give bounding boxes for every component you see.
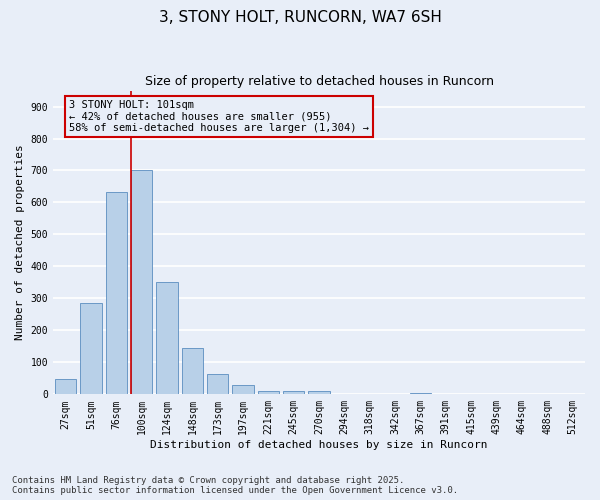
Text: Contains HM Land Registry data © Crown copyright and database right 2025.
Contai: Contains HM Land Registry data © Crown c… (12, 476, 458, 495)
Bar (156, 282, 178, 395)
Title: Size of property relative to detached houses in Runcorn: Size of property relative to detached ho… (145, 75, 494, 88)
Bar (182, 348, 203, 395)
Text: 3 STONY HOLT: 101sqm
← 42% of detached houses are smaller (955)
58% of semi-deta: 3 STONY HOLT: 101sqm ← 42% of detached h… (69, 100, 369, 133)
Bar (308, 391, 330, 394)
Bar (232, 384, 254, 394)
Y-axis label: Number of detached properties: Number of detached properties (15, 144, 25, 340)
Bar (80, 303, 102, 394)
Bar (106, 192, 127, 394)
Bar (207, 374, 229, 394)
Bar (55, 380, 76, 394)
Bar (257, 391, 279, 394)
Bar (283, 391, 304, 394)
Text: 3, STONY HOLT, RUNCORN, WA7 6SH: 3, STONY HOLT, RUNCORN, WA7 6SH (158, 10, 442, 25)
Bar (410, 392, 431, 394)
Bar (131, 170, 152, 394)
X-axis label: Distribution of detached houses by size in Runcorn: Distribution of detached houses by size … (150, 440, 488, 450)
